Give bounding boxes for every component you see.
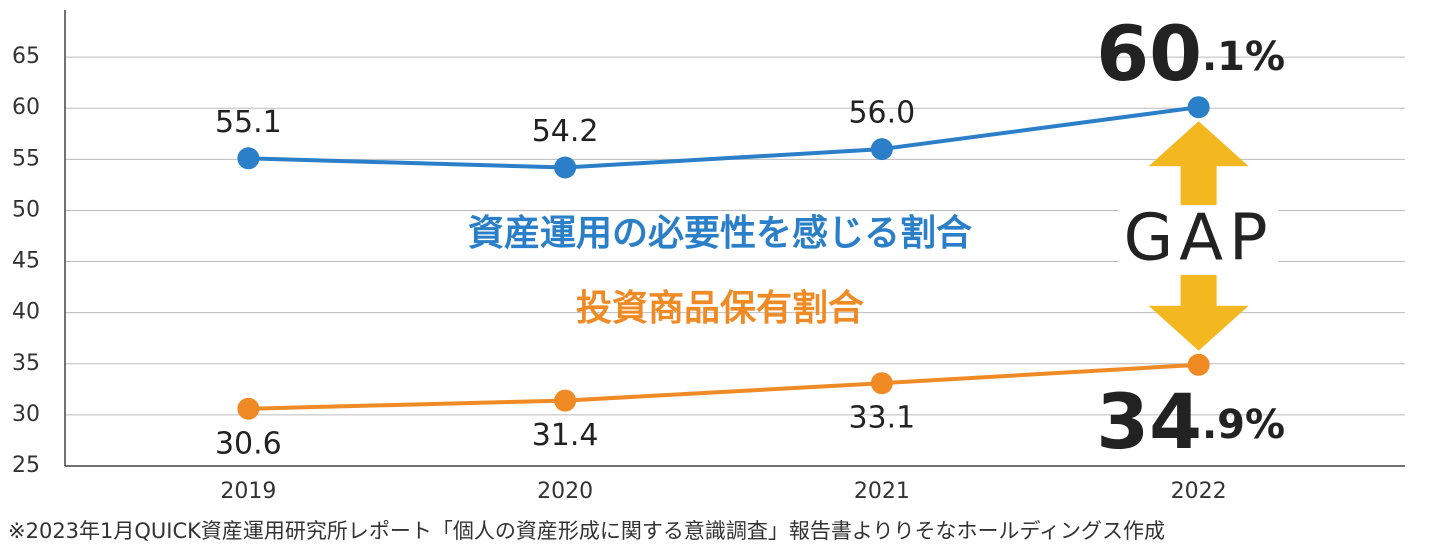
- line: [248, 362, 1199, 411]
- point: [554, 389, 577, 412]
- y-tick-label: 30: [12, 402, 40, 427]
- point: [870, 372, 893, 395]
- data-label-part: 34: [1096, 377, 1202, 466]
- data-label-part: .1%: [1202, 34, 1285, 80]
- point: [870, 138, 893, 161]
- data-label: 31.4: [532, 418, 599, 453]
- data-label: 33.1: [848, 401, 915, 436]
- data-label: 30.6: [215, 426, 282, 461]
- y-tick-label: 35: [12, 351, 40, 376]
- point: [554, 156, 577, 179]
- footnote: ※2023年1月QUICK資産運用研究所レポート「個人の資産形成に関する意識調査…: [8, 519, 1165, 543]
- point: [237, 397, 260, 420]
- x-tick-label: 2019: [220, 479, 276, 504]
- x-tick-label: 2021: [854, 479, 910, 504]
- data-label: 34.9%: [1096, 377, 1285, 466]
- x-tick-label: 2022: [1171, 479, 1227, 504]
- y-tick-label: 25: [12, 453, 40, 478]
- y-tick-label: 45: [12, 249, 40, 274]
- y-tick-label: 55: [12, 146, 40, 171]
- data-label: 60.1%: [1096, 9, 1285, 98]
- point: [237, 147, 260, 170]
- annotation: GAP: [1124, 202, 1274, 276]
- y-tick-label: 50: [12, 197, 40, 222]
- y-tick-label: 60: [12, 95, 40, 120]
- gap-bg: [1118, 205, 1279, 275]
- y-tick-label: 40: [12, 300, 40, 325]
- legend-label: 投資商品保有割合: [576, 288, 864, 329]
- legend-label: 資産運用の必要性を感じる割合: [468, 213, 972, 254]
- data-label-part: .9%: [1202, 402, 1285, 448]
- point: [1187, 353, 1210, 376]
- data-label: 55.1: [215, 105, 282, 140]
- point: [1187, 96, 1210, 119]
- line: [248, 105, 1199, 170]
- data-label: 56.0: [848, 96, 915, 131]
- data-label: 54.2: [532, 114, 599, 149]
- x-tick-label: 2020: [537, 479, 593, 504]
- y-tick-label: 65: [12, 44, 40, 69]
- data-label-part: 60: [1096, 9, 1202, 98]
